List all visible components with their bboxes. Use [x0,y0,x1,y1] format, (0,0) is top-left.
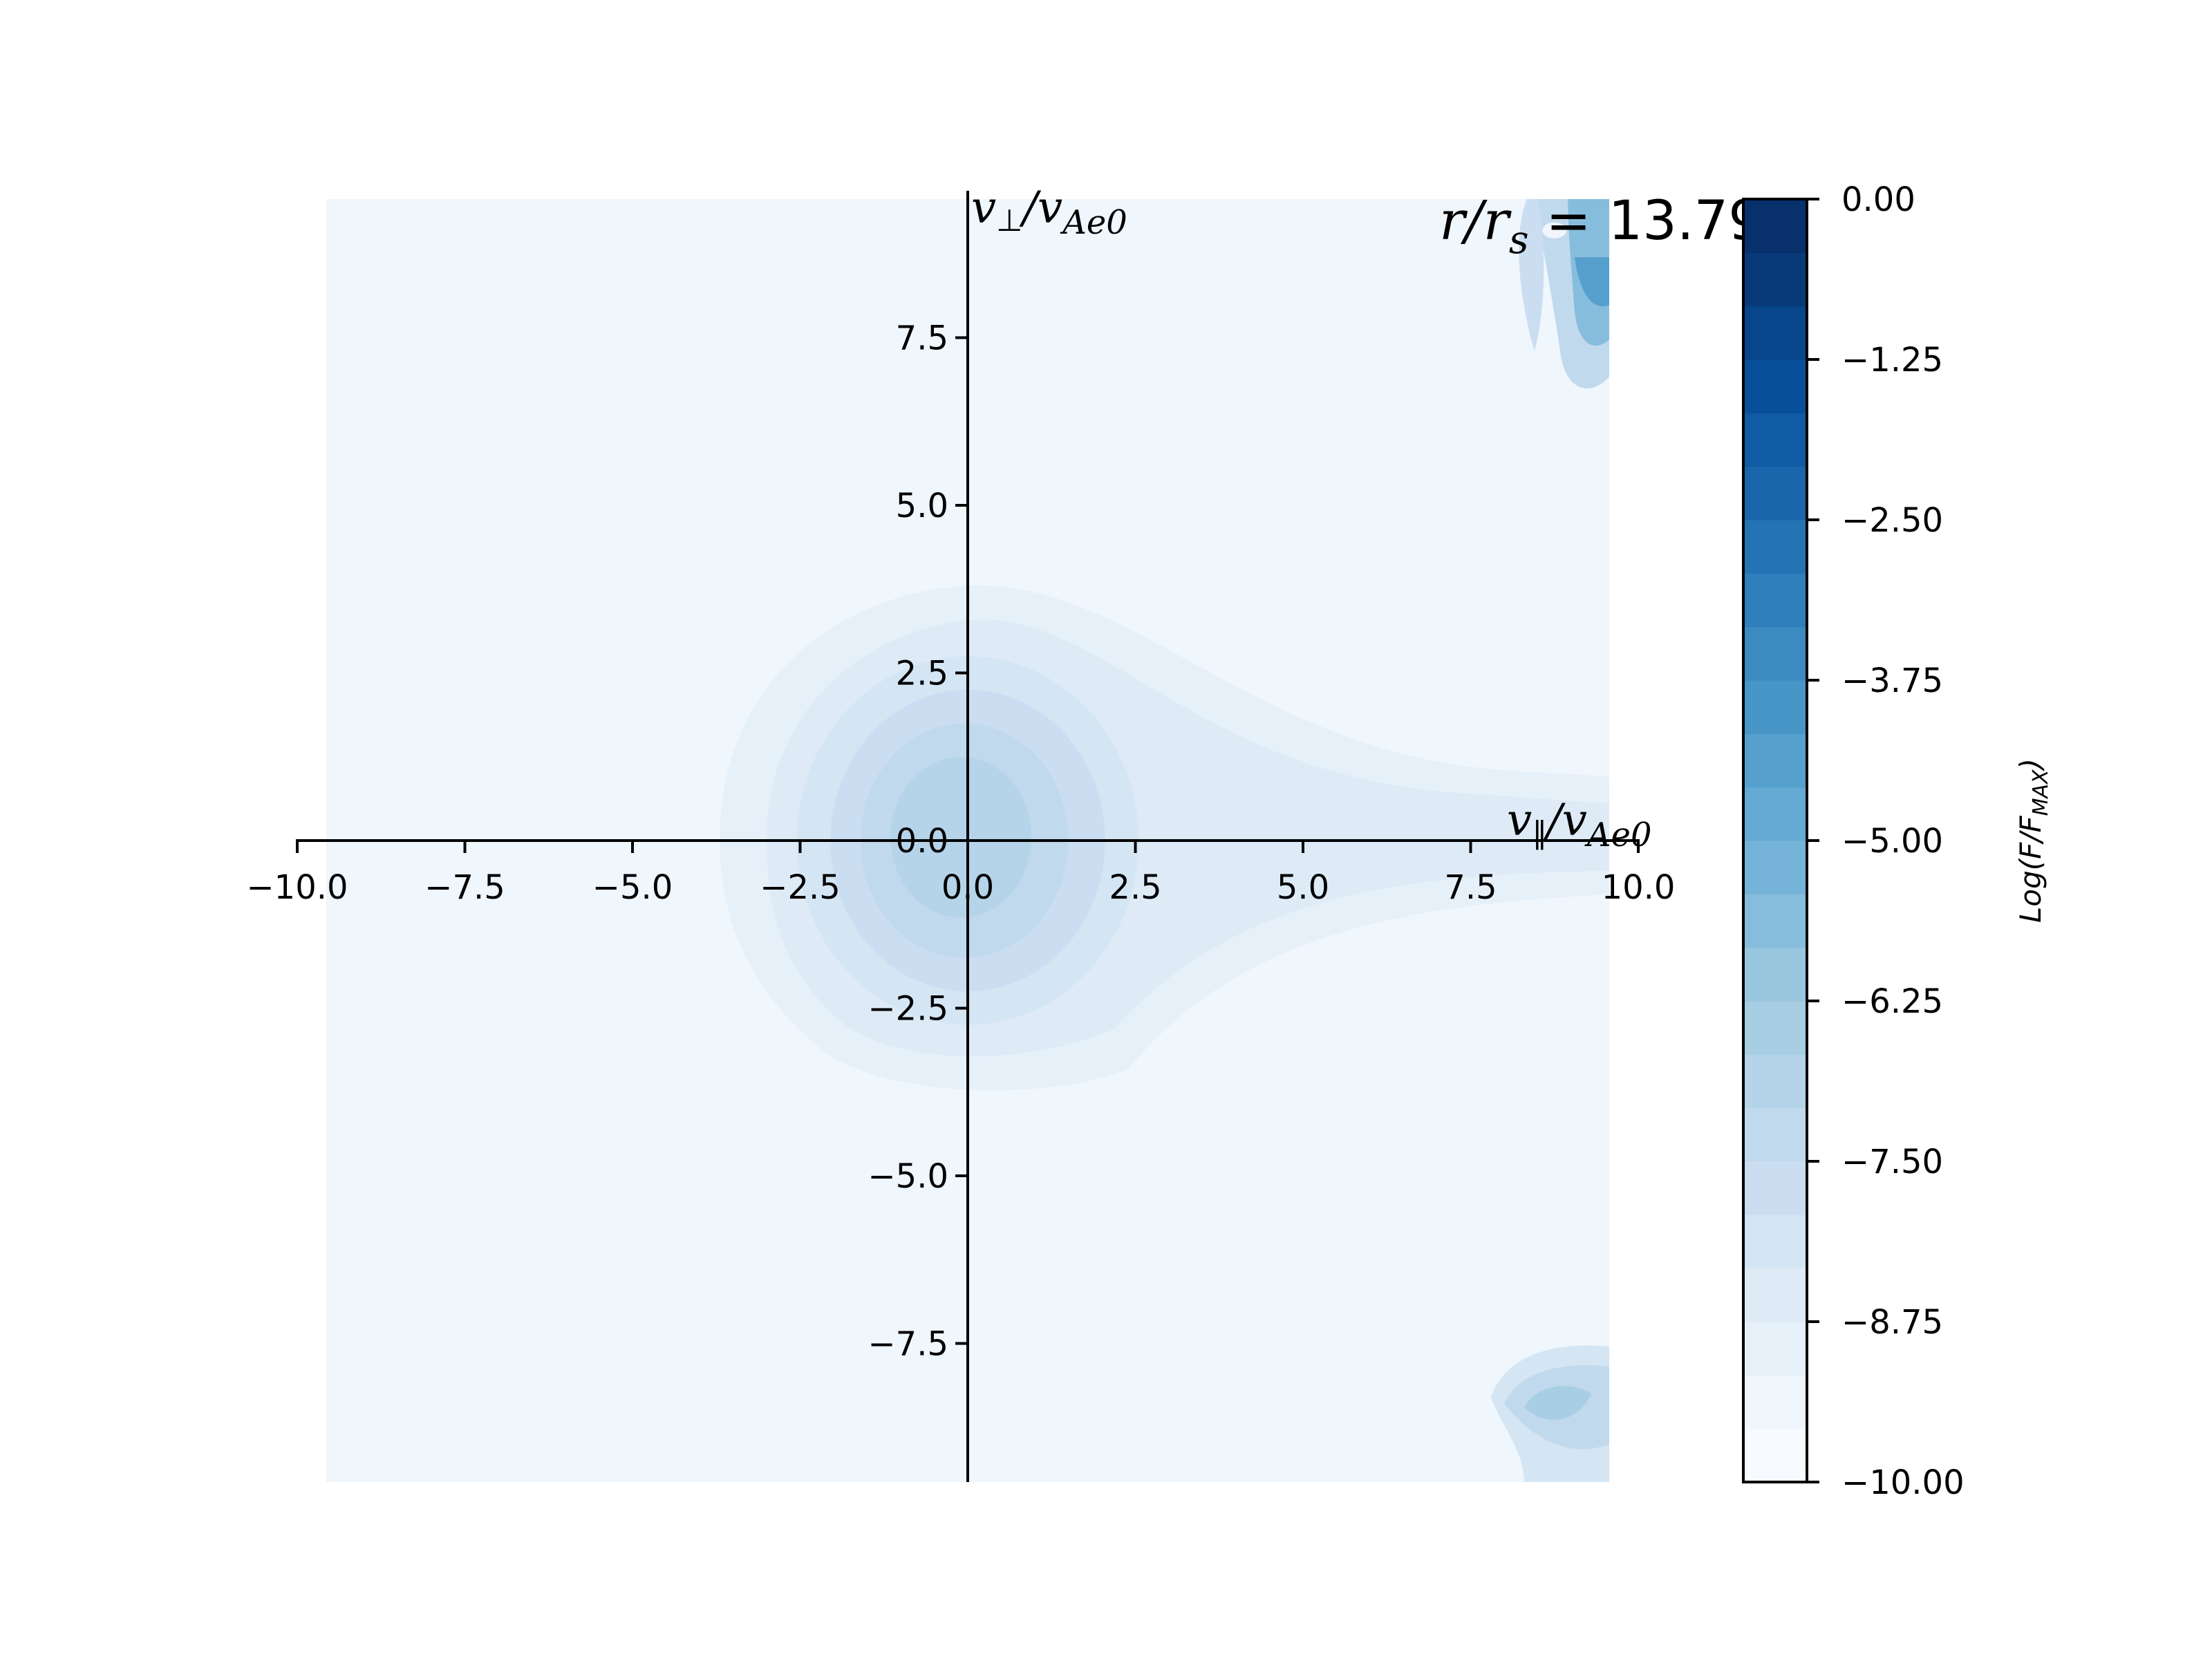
colorbar-level [1743,199,1807,253]
colorbar-level [1743,520,1807,574]
colorbar-level [1743,1375,1807,1430]
x-tick-label: 2.5 [1109,868,1161,907]
colorbar: 0.00 −1.25 −2.50 −3.75 −5.00 −6.25 −7.50 −8.75 −… [1742,180,2053,1502]
colorbar-tick-label: −1.25 [1841,341,1943,379]
radius-annotation: r/rs = 13.79 [1439,190,1763,263]
x-tick-label: −2.5 [760,868,841,907]
x-tick-label: 5.0 [1277,868,1329,907]
colorbar-tick-label: −7.50 [1841,1143,1943,1181]
y-tick-label: −2.5 [868,990,948,1029]
x-tick-label: 7.5 [1444,868,1497,907]
colorbar-level [1743,947,1807,1002]
axes: −10.0 −7.5 −5.0 −2.5 0.0 2.5 5.0 7.5 10.0 −7.5 −5… [246,191,1675,1482]
top-right-gap [1542,222,1567,238]
y-tick-label: 0.0 [896,822,948,861]
colorbar-level [1743,252,1807,307]
y-axis-label: v⊥/vAe0 [971,182,1127,242]
colorbar-level [1743,1054,1807,1109]
colorbar-level [1743,1001,1807,1055]
colorbar-tick-label: −8.75 [1841,1303,1943,1342]
colorbar-level [1743,841,1807,894]
y-tick-label: −5.0 [868,1157,948,1196]
y-tick-label: 5.0 [896,487,948,525]
x-tick-label: −10.0 [246,868,348,907]
colorbar-levels [1743,199,1807,1483]
colorbar-level [1743,1215,1807,1269]
colorbar-level [1743,1322,1807,1376]
top-right-streak [1519,199,1544,351]
y-tick-label: 7.5 [896,319,948,358]
x-tick-label: −5.0 [592,868,673,907]
colorbar-level [1743,1428,1807,1483]
x-ticks: −10.0 −7.5 −5.0 −2.5 0.0 2.5 5.0 7.5 10.0 [246,841,1675,907]
bottom-right-contour-3 [1524,1385,1592,1421]
colorbar-tick-label: −10.00 [1841,1463,1965,1502]
colorbar-level [1743,1161,1807,1215]
colorbar-tick-label: −3.75 [1841,662,1943,700]
y-tick-label: −7.5 [868,1325,948,1364]
colorbar-level [1743,413,1807,467]
colorbar-level [1743,680,1807,734]
colorbar-ticks: 0.00 −1.25 −2.50 −3.75 −5.00 −6.25 −7.50 −8.75 −… [1807,180,1965,1502]
x-tick-label: 0.0 [941,868,994,907]
top-right-contour-3 [1574,257,1609,307]
x-tick-label: 10.0 [1602,868,1676,907]
colorbar-level [1743,1107,1807,1162]
colorbar-level [1743,894,1807,948]
colorbar-level [1743,573,1807,628]
colorbar-level [1743,1268,1807,1322]
colorbar-tick-label: −6.25 [1841,982,1943,1021]
x-tick-label: −7.5 [424,868,505,907]
y-ticks: −7.5 −5.0 −2.5 0.0 2.5 5.0 7.5 [868,319,968,1364]
colorbar-level [1743,733,1807,788]
y-tick-label: 2.5 [896,655,948,693]
colorbar-level [1743,359,1807,413]
x-axis-label: v∥/vAe0 [1507,795,1651,854]
colorbar-tick-label: 0.00 [1841,180,1915,219]
colorbar-level [1743,306,1807,360]
colorbar-level [1743,626,1807,681]
colorbar-level [1743,787,1807,841]
colorbar-tick-label: −5.00 [1841,822,1943,861]
colorbar-label: Log(F/FMAX) [2014,758,2053,923]
colorbar-tick-label: −2.50 [1841,501,1943,540]
core-contour-6 [890,756,1032,918]
colorbar-level [1743,466,1807,521]
